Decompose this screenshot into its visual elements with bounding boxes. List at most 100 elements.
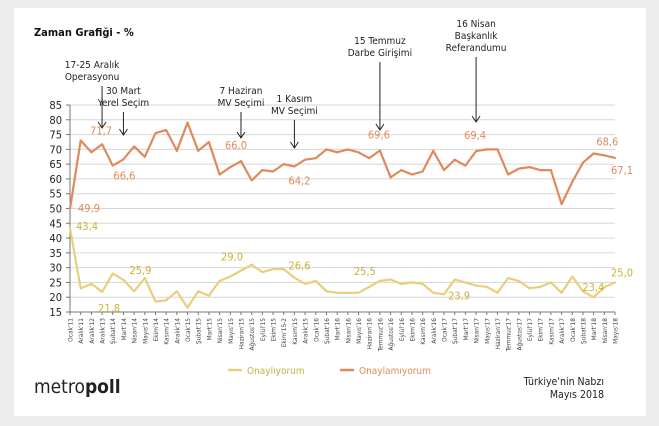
x-tick-label: Mart'14 bbox=[120, 318, 128, 341]
arrow-head-icon bbox=[236, 131, 246, 139]
x-tick-label: Kasım'16 bbox=[419, 318, 427, 345]
data-point bbox=[133, 290, 136, 293]
x-tick-label: Mayıs'16 bbox=[355, 318, 363, 344]
data-point bbox=[400, 169, 403, 172]
data-point bbox=[389, 278, 392, 281]
data-point bbox=[325, 290, 328, 293]
data-point bbox=[357, 291, 360, 294]
x-tick-label: Nisan'16 bbox=[344, 318, 352, 344]
annotation-text: Yerel Seçim bbox=[97, 98, 150, 109]
legend-label: Onaylıyorum bbox=[247, 366, 305, 377]
data-point bbox=[528, 166, 531, 169]
data-label: 64,2 bbox=[288, 175, 310, 188]
arrow-head-icon bbox=[375, 123, 385, 131]
x-tick-label: Şubat'16 bbox=[323, 318, 331, 344]
annotation-text: Başkanlık bbox=[455, 31, 499, 42]
data-point bbox=[571, 275, 574, 278]
x-tick-label: Ekim'14 bbox=[152, 318, 160, 342]
data-point bbox=[250, 179, 253, 182]
data-point bbox=[314, 157, 317, 160]
data-label: 71,7 bbox=[90, 124, 112, 137]
data-point bbox=[197, 149, 200, 152]
data-point bbox=[218, 279, 221, 282]
annotation-text: MV Seçimi bbox=[218, 98, 265, 109]
x-tick-label: Kasım'14 bbox=[163, 318, 171, 345]
annotation-text: Darbe Girişimi bbox=[348, 48, 412, 59]
data-point bbox=[325, 148, 328, 151]
data-point bbox=[389, 176, 392, 179]
source-line-2: Mayıs 2018 bbox=[550, 389, 604, 401]
x-tick-label: Nisan'17 bbox=[473, 318, 481, 344]
data-point bbox=[293, 276, 296, 279]
data-point bbox=[400, 282, 403, 285]
data-point bbox=[453, 158, 456, 161]
y-tick-label: 85 bbox=[49, 99, 62, 112]
data-point bbox=[186, 306, 189, 309]
data-point bbox=[357, 151, 360, 154]
legend-label: Onaylamıyorum bbox=[359, 366, 431, 377]
data-point bbox=[614, 156, 616, 159]
data-point bbox=[272, 170, 275, 173]
data-point bbox=[207, 140, 210, 143]
data-point bbox=[421, 170, 424, 173]
data-point bbox=[346, 291, 349, 294]
data-point bbox=[239, 269, 242, 272]
x-tick-label: Ekim'15-2 bbox=[280, 318, 288, 348]
annotation-text: 7 Haziran bbox=[219, 86, 262, 97]
data-point bbox=[69, 207, 71, 210]
data-point bbox=[282, 268, 285, 271]
data-point bbox=[261, 271, 264, 274]
metropoll-logo: metropoll bbox=[34, 376, 121, 398]
data-label: 67,1 bbox=[611, 164, 633, 177]
x-tick-label: Eylül'15 bbox=[259, 318, 267, 341]
data-point bbox=[475, 284, 478, 287]
data-point bbox=[111, 164, 114, 167]
data-point bbox=[293, 165, 296, 168]
data-point bbox=[218, 173, 221, 176]
annotation-text: Operasyonu bbox=[65, 72, 119, 83]
data-point bbox=[122, 158, 125, 161]
data-point bbox=[410, 281, 413, 284]
arrow-head-icon bbox=[119, 128, 128, 136]
y-tick-label: 40 bbox=[49, 232, 62, 245]
data-point bbox=[69, 227, 71, 230]
annotation-text: MV Seçimi bbox=[271, 106, 318, 117]
x-tick-label: Ekim'16 bbox=[408, 318, 416, 342]
y-tick-label: 75 bbox=[49, 129, 62, 142]
data-point bbox=[368, 157, 371, 160]
data-point bbox=[528, 287, 531, 290]
data-point bbox=[496, 148, 499, 151]
data-point bbox=[496, 291, 499, 294]
data-point bbox=[143, 155, 146, 158]
x-tick-label: Şubat'18 bbox=[579, 318, 587, 344]
data-point bbox=[165, 129, 168, 132]
data-label: 69,4 bbox=[464, 129, 486, 142]
data-point bbox=[101, 290, 104, 293]
x-tick-label: Kasım'17 bbox=[547, 318, 555, 345]
x-tick-label: Nisan'18 bbox=[601, 318, 609, 344]
chart-title: Zaman Grafiği - % bbox=[34, 26, 134, 39]
data-point bbox=[507, 276, 510, 279]
x-tick-label: Mayıs'18 bbox=[612, 318, 620, 344]
x-tick-label: Temmuz'16 bbox=[376, 318, 384, 353]
annotation-text: 16 Nisan bbox=[456, 19, 495, 30]
y-tick-label: 35 bbox=[49, 247, 62, 260]
data-point bbox=[261, 169, 264, 172]
data-point bbox=[539, 169, 542, 172]
series-line-onayliyorum bbox=[68, 227, 616, 309]
x-tick-label: Ekim'15 bbox=[270, 318, 278, 342]
data-point bbox=[581, 161, 584, 164]
x-tick-label: Ocak'11 bbox=[67, 318, 75, 342]
data-point bbox=[154, 132, 157, 135]
data-point bbox=[603, 154, 606, 157]
x-tick-label: Ağustos'16 bbox=[387, 318, 395, 351]
annotation-text: 17-25 Aralık bbox=[65, 60, 120, 71]
data-point bbox=[560, 291, 563, 294]
data-label: 43,4 bbox=[76, 220, 98, 233]
data-point bbox=[229, 166, 232, 169]
data-point bbox=[453, 278, 456, 281]
arrow-head-icon bbox=[289, 141, 299, 149]
y-tick-label: 15 bbox=[49, 306, 62, 319]
data-point bbox=[175, 290, 178, 293]
data-point bbox=[475, 150, 478, 153]
